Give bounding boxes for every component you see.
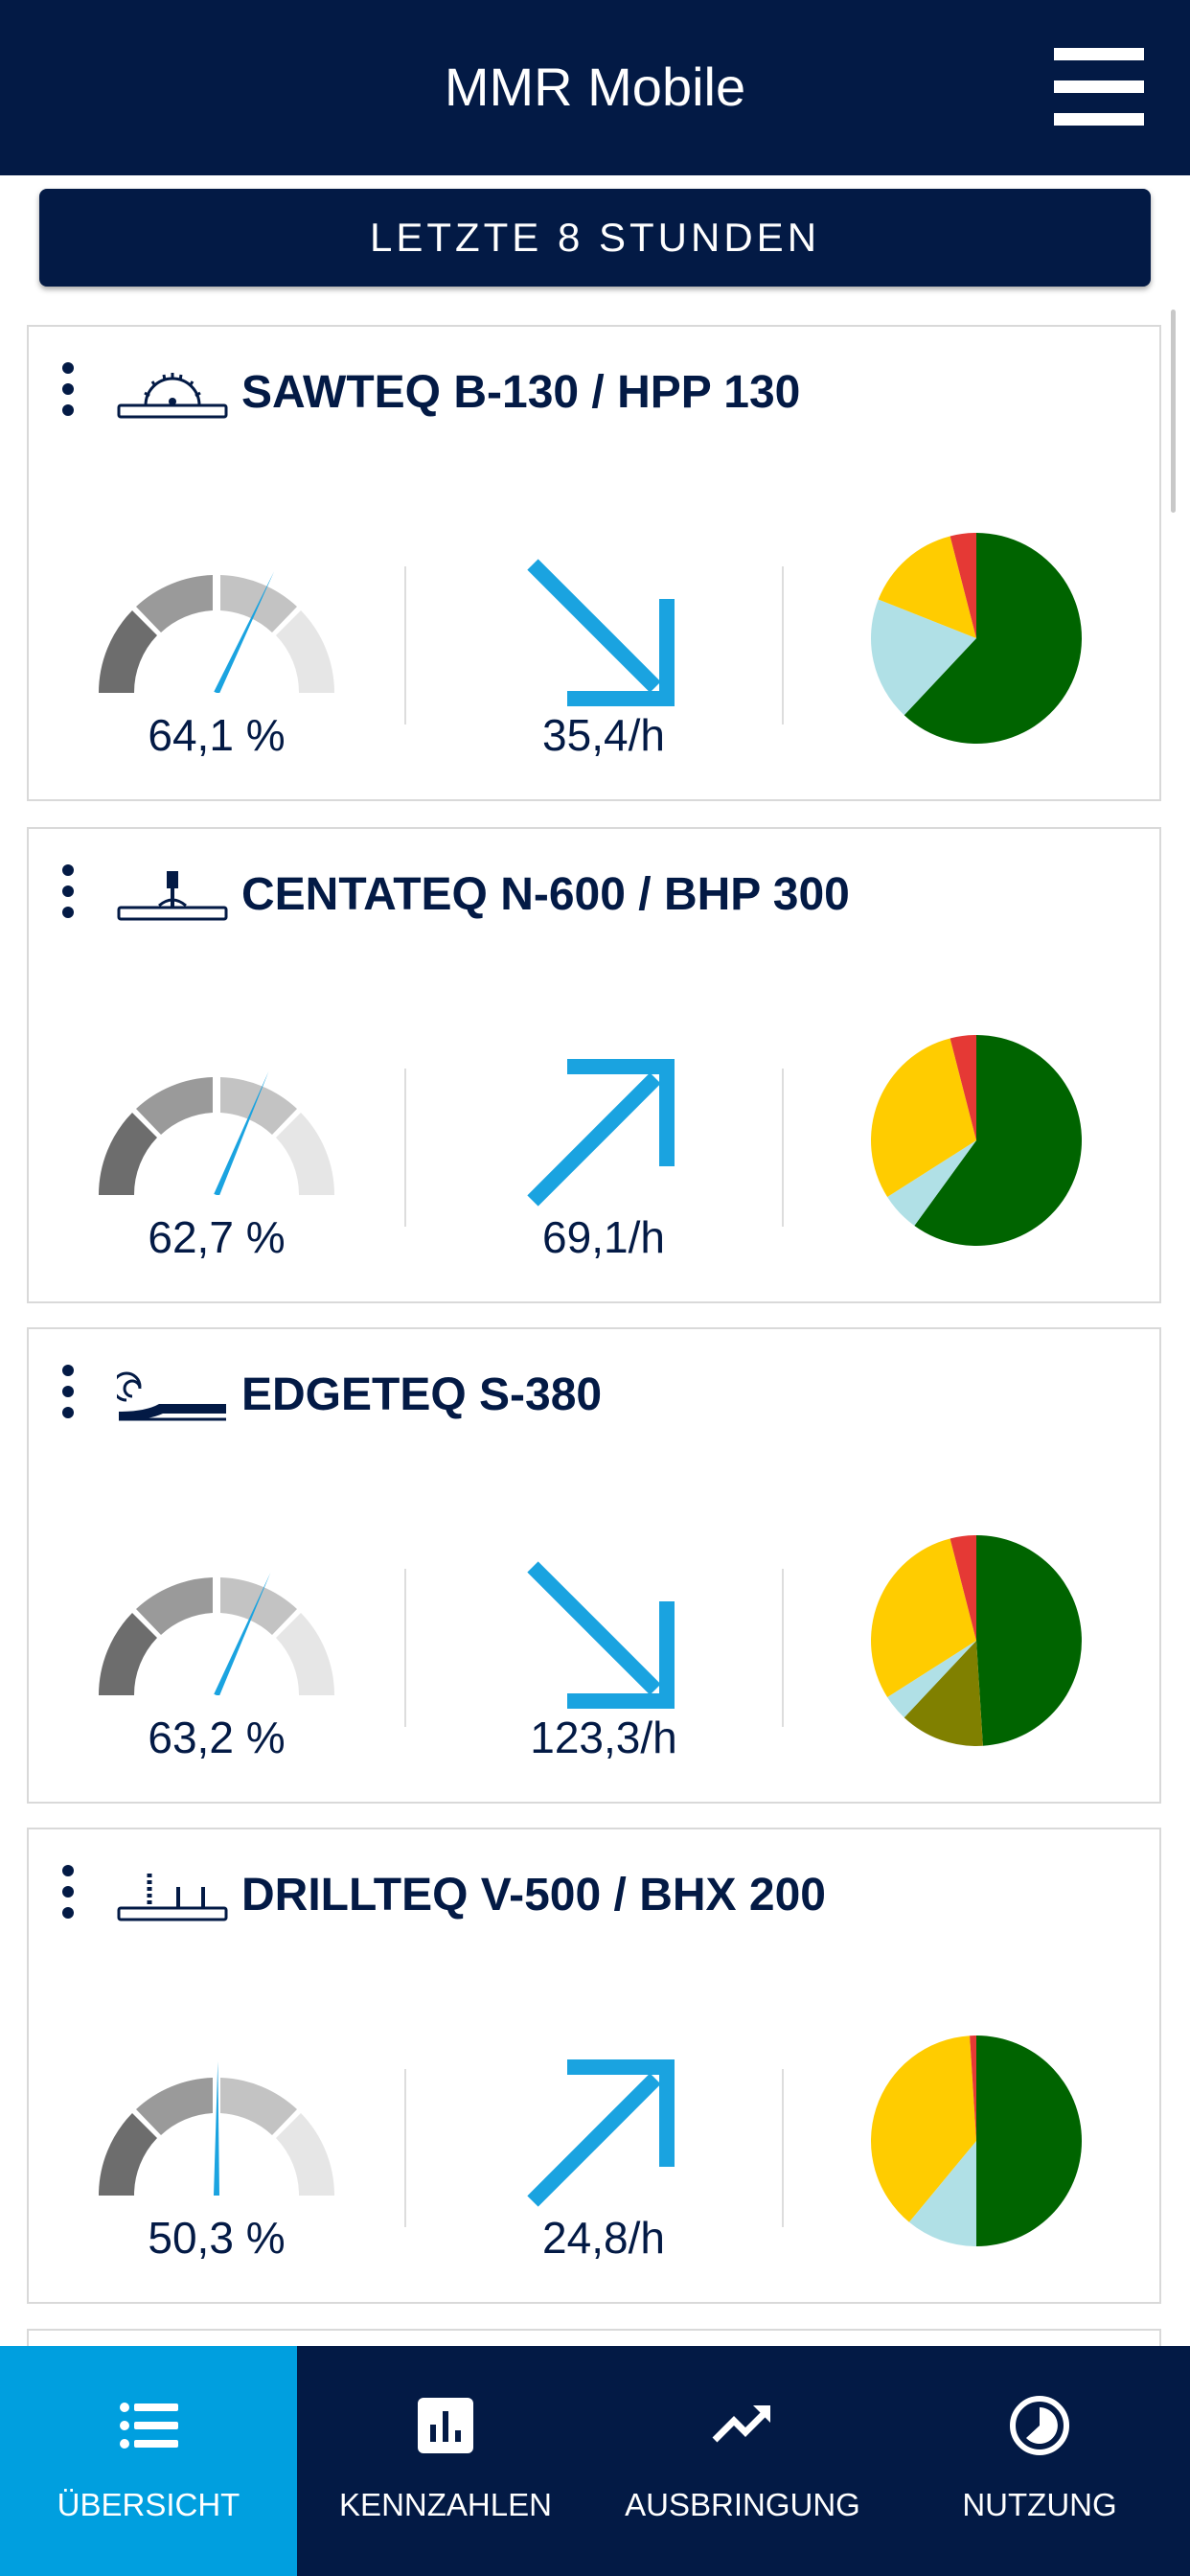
more-options-icon[interactable] — [57, 1865, 79, 1922]
utilization-gauge — [98, 571, 335, 693]
trend-down-arrow-icon — [527, 1561, 675, 1709]
bar-chart-icon — [418, 2398, 473, 2453]
divider — [782, 566, 784, 724]
nav-tab-overview[interactable]: ÜBERSICHT — [0, 2346, 297, 2576]
trend-icon — [712, 2405, 770, 2443]
trend-down-arrow-icon — [527, 559, 675, 706]
divider — [782, 1069, 784, 1227]
utilization-gauge — [98, 1070, 335, 1195]
status-pie-chart — [870, 533, 1082, 744]
divider — [404, 566, 406, 724]
output-rate-value: 24,8/h — [542, 2213, 665, 2263]
machine-card[interactable]: SAWTEQ B-130 / HPP 130 64,1 % 35,4/h — [27, 325, 1161, 801]
pie-slice-0 — [904, 533, 1082, 744]
output-rate-value: 69,1/h — [542, 1212, 665, 1262]
divider — [782, 2069, 784, 2227]
trend-up-arrow-icon — [527, 1059, 675, 1207]
divider — [782, 1569, 784, 1727]
nav-tab-kpis[interactable]: KENNZAHLEN — [297, 2346, 594, 2576]
machine-name: EDGETEQ S-380 — [241, 1369, 603, 1420]
time-range-button[interactable]: LETZTE 8 STUNDEN — [39, 189, 1151, 287]
utilization-value: 64,1 % — [148, 710, 286, 760]
utilization-value: 63,2 % — [148, 1713, 286, 1762]
utilization-gauge — [98, 1572, 335, 1695]
app-header: MMR Mobile — [0, 0, 1190, 175]
hamburger-icon[interactable] — [1052, 46, 1146, 128]
machine-name: CENTATEQ N-600 / BHP 300 — [241, 869, 850, 920]
nav-label: AUSBRINGUNG — [625, 2487, 860, 2522]
pie-slice-1 — [904, 1641, 983, 1746]
nav-label: ÜBERSICHT — [57, 2487, 240, 2522]
nav-label: NUTZUNG — [962, 2487, 1117, 2522]
usage-clock-icon — [1010, 2396, 1069, 2455]
divider — [404, 1569, 406, 1727]
divider — [404, 2069, 406, 2227]
pie-slice-2 — [887, 1641, 976, 1718]
nav-label: KENNZAHLEN — [339, 2487, 552, 2522]
output-rate-value: 123,3/h — [530, 1713, 677, 1762]
pie-slice-0 — [976, 2036, 1082, 2246]
utilization-gauge — [98, 2061, 335, 2196]
machine-card[interactable]: EDGETEQ S-380 63,2 % 123,3/h — [27, 1327, 1161, 1804]
machine-card[interactable]: DRILLTEQ V-500 / BHX 200 50,3 % 24,8/h — [27, 1828, 1161, 2304]
utilization-value: 50,3 % — [148, 2213, 286, 2263]
pie-slice-1 — [887, 1140, 976, 1226]
status-pie-chart — [870, 1035, 1082, 1246]
pie-slice-3 — [870, 1538, 976, 1697]
more-options-icon[interactable] — [57, 864, 79, 922]
pie-slice-2 — [870, 1038, 976, 1197]
utilization-value: 62,7 % — [148, 1212, 286, 1262]
bottom-navigation: ÜBERSICHT KENNZAHLEN AUSBRINGUNG NUTZUNG — [0, 2346, 1190, 2576]
pie-slice-0 — [976, 1535, 1082, 1746]
pie-slice-1 — [908, 2141, 976, 2246]
app-title: MMR Mobile — [444, 57, 746, 117]
pie-slice-4 — [950, 1535, 976, 1641]
pie-slice-3 — [950, 533, 976, 638]
nav-tab-usage[interactable]: NUTZUNG — [891, 2346, 1188, 2576]
machine-name: SAWTEQ B-130 / HPP 130 — [241, 367, 801, 418]
machine-name: DRILLTEQ V-500 / BHX 200 — [241, 1870, 826, 1920]
trend-up-arrow-icon — [527, 2059, 675, 2207]
pie-slice-3 — [950, 1035, 976, 1140]
cnc-machine-icon — [117, 871, 228, 921]
pie-slice-2 — [878, 536, 976, 638]
nav-tab-output[interactable]: AUSBRINGUNG — [594, 2346, 891, 2576]
pie-slice-3 — [970, 2036, 976, 2141]
pie-slice-0 — [914, 1035, 1082, 1246]
status-pie-chart — [870, 1535, 1082, 1746]
output-rate-value: 35,4/h — [542, 710, 665, 760]
saw-machine-icon — [117, 373, 228, 419]
machine-card[interactable]: CENTATEQ N-600 / BHP 300 62,7 % 69,1/h — [27, 827, 1161, 1303]
list-icon — [120, 2403, 178, 2449]
divider — [404, 1069, 406, 1227]
drill-machine-icon — [117, 1874, 228, 1921]
pie-slice-1 — [870, 599, 976, 716]
more-options-icon[interactable] — [57, 362, 79, 420]
more-options-icon[interactable] — [57, 1365, 79, 1422]
scrollbar-thumb[interactable] — [1171, 310, 1176, 513]
pie-slice-2 — [870, 2036, 976, 2222]
edgebander-icon — [117, 1371, 226, 1421]
status-pie-chart — [870, 2036, 1082, 2246]
